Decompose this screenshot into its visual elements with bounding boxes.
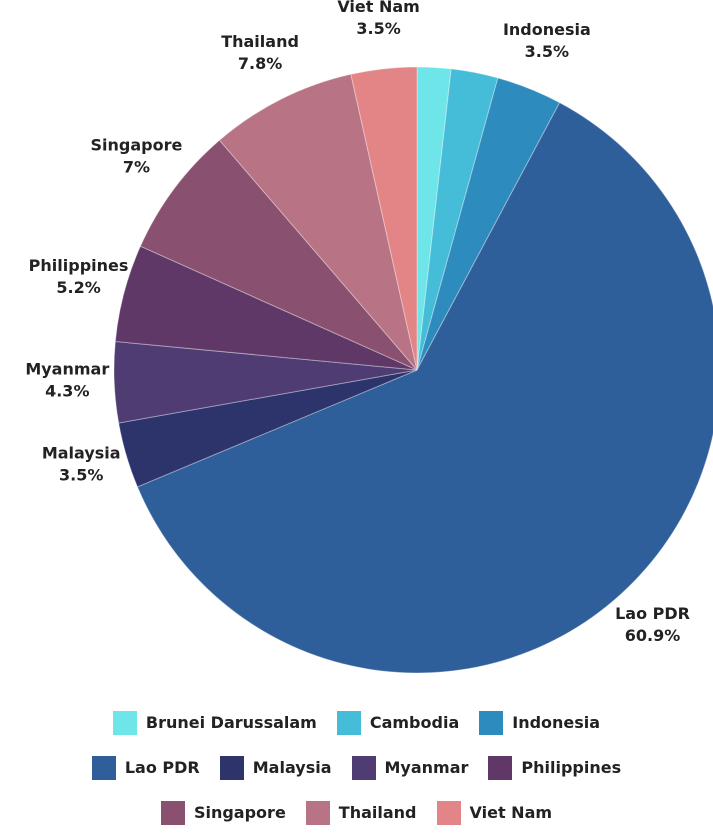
chart: Indonesia 3.5% Lao PDR 60.9% Malaysia 3.5% Mya… bbox=[25, 0, 713, 674]
legend-item: Malaysia bbox=[219, 755, 332, 780]
legend: Brunei Darussalam Cambodia Indonesia Lao PD… bbox=[0, 700, 713, 835]
legend-item: Cambodia bbox=[336, 710, 460, 735]
slice-label: Singapore 7% bbox=[91, 136, 183, 177]
slice-label-value: 5.2% bbox=[56, 278, 100, 297]
pie-slice bbox=[113, 340, 418, 424]
pie-slice bbox=[416, 77, 561, 371]
legend-row: Lao PDR Malaysia Myanmar Philippines bbox=[0, 745, 713, 790]
pie-slice bbox=[139, 139, 418, 371]
legend-swatch bbox=[160, 800, 185, 825]
legend-swatch bbox=[479, 710, 504, 735]
legend-swatch bbox=[351, 755, 376, 780]
legend-item: Myanmar bbox=[351, 755, 469, 780]
legend-row: Singapore Thailand Viet Nam bbox=[0, 790, 713, 835]
legend-swatch bbox=[91, 755, 116, 780]
slice-label-name: Thailand bbox=[221, 32, 299, 51]
legend-item: Brunei Darussalam bbox=[112, 710, 317, 735]
legend-label: Myanmar bbox=[384, 758, 469, 777]
legend-item: Thailand bbox=[305, 800, 417, 825]
slice-label-name: Myanmar bbox=[25, 359, 109, 378]
legend-swatch bbox=[436, 800, 461, 825]
slice-label-name: Viet Nam bbox=[337, 0, 420, 16]
legend-label: Thailand bbox=[338, 803, 417, 822]
legend-label: Brunei Darussalam bbox=[145, 713, 317, 732]
legend-swatch bbox=[305, 800, 330, 825]
slice-label-value: 3.5% bbox=[356, 19, 400, 38]
slice-label-value: 60.9% bbox=[625, 626, 681, 645]
legend-label: Viet Nam bbox=[469, 803, 553, 822]
slice-label-value: 7% bbox=[123, 158, 150, 177]
pie-slice bbox=[416, 68, 499, 371]
slice-label-name: Philippines bbox=[29, 256, 129, 275]
slice-label: Lao PDR 60.9% bbox=[615, 604, 690, 645]
legend-item: Singapore bbox=[160, 800, 286, 825]
pie-slice bbox=[118, 369, 418, 488]
legend-swatch bbox=[336, 710, 361, 735]
legend-swatch bbox=[219, 755, 244, 780]
legend-label: Singapore bbox=[193, 803, 286, 822]
pie-slice bbox=[114, 245, 418, 371]
slice-label-name: Singapore bbox=[91, 136, 183, 155]
legend-swatch bbox=[112, 710, 137, 735]
slice-label: Thailand 7.8% bbox=[221, 32, 299, 73]
pie-slice bbox=[350, 66, 418, 371]
slice-label-value: 3.5% bbox=[59, 466, 103, 485]
legend-row: Brunei Darussalam Cambodia Indonesia bbox=[0, 700, 713, 745]
pie-slice bbox=[218, 73, 418, 371]
legend-label: Malaysia bbox=[252, 758, 332, 777]
slice-label: Indonesia 3.5% bbox=[503, 20, 591, 61]
slice-label-value: 3.5% bbox=[525, 42, 569, 61]
pie-slice bbox=[416, 66, 452, 371]
legend-label: Cambodia bbox=[369, 713, 460, 732]
slice-label-name: Malaysia bbox=[42, 444, 121, 463]
legend-label: Philippines bbox=[521, 758, 622, 777]
slice-label: Myanmar 4.3% bbox=[25, 359, 109, 400]
slice-label-value: 4.3% bbox=[45, 381, 89, 400]
legend-label: Indonesia bbox=[512, 713, 601, 732]
legend-item: Lao PDR bbox=[91, 755, 200, 780]
slice-label: Philippines 5.2% bbox=[29, 256, 129, 297]
slice-label-name: Lao PDR bbox=[615, 604, 690, 623]
slice-label: Viet Nam 3.5% bbox=[337, 0, 420, 38]
legend-label: Lao PDR bbox=[124, 758, 200, 777]
slice-label: Malaysia 3.5% bbox=[42, 444, 121, 485]
legend-item: Philippines bbox=[488, 755, 622, 780]
legend-swatch bbox=[488, 755, 513, 780]
legend-item: Indonesia bbox=[479, 710, 601, 735]
slice-label-value: 7.8% bbox=[238, 54, 282, 73]
pie-slice bbox=[136, 101, 713, 674]
slice-label-name: Indonesia bbox=[503, 20, 591, 39]
legend-item: Viet Nam bbox=[436, 800, 553, 825]
